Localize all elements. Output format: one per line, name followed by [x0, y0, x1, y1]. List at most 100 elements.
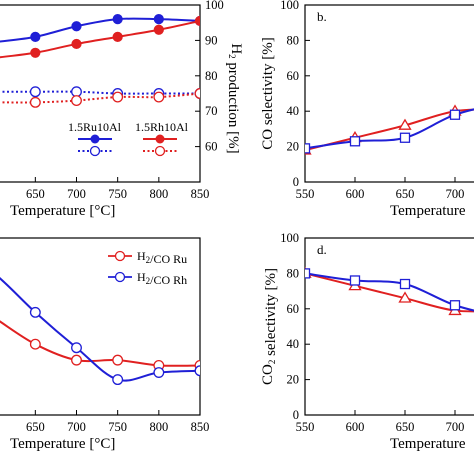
x-tick-label-b: 600 [346, 187, 365, 201]
y-tick-label-b: 100 [280, 0, 299, 12]
y-axis-label-d: CO2 selectivity [%] [260, 268, 279, 385]
x-axis-label-a: Temperature [°C] [10, 203, 115, 219]
x-axis-label-d: Temperature [390, 436, 466, 452]
legend-marker-ru-solid [90, 134, 100, 144]
x-tick-label-b: 650 [396, 187, 415, 201]
legend-marker-rh-solid [155, 134, 165, 144]
data-point-c-0 [112, 354, 124, 366]
data-point-c-1 [112, 374, 124, 386]
series-group-b [305, 104, 474, 155]
x-tick-label-d: 600 [346, 420, 365, 434]
plot-frame-b [304, 4, 474, 183]
y-tick-label-d: 60 [287, 302, 300, 316]
y-tick-right-label-a: 100 [205, 0, 224, 12]
panel-label-d: d. [317, 242, 327, 257]
y-tick-right-label-a: 90 [205, 33, 218, 47]
y-tick-label-b: 20 [287, 140, 300, 154]
x-tick-label-c: 850 [191, 420, 210, 434]
y-tick-label-d: 20 [287, 373, 300, 387]
x-tick-label-d: 650 [396, 420, 415, 434]
x-tick-label-d: 550 [296, 420, 315, 434]
data-point-a-1 [153, 24, 164, 35]
panel-label-b: b. [317, 9, 327, 24]
y-axis-label-b: CO selectivity [%] [260, 37, 276, 149]
data-point-a-1 [112, 31, 123, 42]
series-group-a [0, 14, 200, 108]
data-point-d-1 [305, 268, 311, 279]
data-point-c-1 [71, 342, 82, 354]
y-tick-right-label-a: 80 [205, 69, 218, 83]
data-point-c-1 [194, 365, 200, 377]
data-point-a-0 [112, 14, 123, 25]
data-point-a-3 [29, 96, 41, 108]
legend-label-rh: 1.5Rh10Al [135, 120, 189, 134]
data-point-a-3 [194, 88, 200, 99]
data-point-c-0 [71, 354, 82, 366]
legend-marker-c-rh [114, 271, 126, 283]
y-tick-right-label-a: 70 [205, 104, 218, 118]
data-point-a-2 [71, 86, 82, 98]
data-point-b-1 [449, 109, 461, 120]
legend-marker-ru-dotted [89, 145, 101, 157]
data-point-d-1 [399, 278, 411, 290]
x-tick-label-d: 700 [446, 420, 465, 434]
x-tick-label-c: 700 [67, 420, 86, 434]
x-tick-label-a: 700 [67, 187, 86, 201]
data-point-a-3 [112, 91, 124, 103]
series-line-c-0 [0, 320, 200, 367]
series-line-a-0 [0, 17, 200, 43]
data-point-c-1 [29, 306, 41, 318]
legend-label-ru: 1.5Ru10Al [68, 120, 122, 134]
x-axis-label-b: Temperature [390, 203, 466, 219]
data-point-a-1 [30, 47, 41, 58]
legend-label-c-ru: H2/CO Ru [137, 249, 187, 266]
series-line-a-1 [0, 19, 200, 59]
y-axis-right-label-a: H2 production [%] [225, 43, 244, 153]
data-point-a-3 [153, 91, 165, 103]
data-point-d-0 [398, 291, 412, 303]
y-tick-label-d: 100 [280, 231, 299, 245]
legend-marker-c-ru [114, 250, 126, 262]
data-point-b-0 [398, 118, 412, 130]
x-tick-label-a: 750 [108, 187, 127, 201]
x-tick-label-c: 750 [108, 420, 127, 434]
data-point-a-0 [30, 31, 41, 42]
series-line-b-1 [305, 108, 474, 150]
x-tick-label-c: 800 [149, 420, 168, 434]
data-point-b-1 [399, 132, 411, 143]
y-tick-right-label-a: 60 [205, 140, 218, 154]
data-point-b-1 [305, 143, 311, 154]
legend-label-c-rh: H2/CO Rh [137, 270, 187, 287]
series-line-d-0 [305, 272, 474, 313]
x-tick-label-a: 650 [26, 187, 45, 201]
data-point-a-0 [71, 21, 82, 32]
y-tick-label-b: 60 [287, 69, 300, 83]
data-point-c-1 [153, 367, 165, 378]
data-point-d-1 [449, 300, 461, 311]
data-point-a-1 [71, 38, 82, 50]
y-tick-label-d: 80 [287, 266, 300, 280]
y-tick-label-b: 80 [287, 33, 300, 47]
plot-frame-d [304, 237, 474, 416]
x-tick-label-a: 800 [149, 187, 168, 201]
series-line-a-3 [0, 92, 200, 104]
data-point-a-1 [194, 15, 200, 27]
series-group-c [0, 276, 200, 386]
x-tick-label-c: 650 [26, 420, 45, 434]
data-point-a-0 [153, 14, 164, 25]
x-tick-label-b: 700 [446, 187, 465, 201]
data-point-a-2 [29, 86, 41, 98]
data-point-c-0 [29, 338, 41, 350]
x-tick-label-a: 850 [191, 187, 210, 201]
data-point-a-3 [71, 95, 82, 107]
x-axis-label-c: Temperature [°C] [10, 436, 115, 452]
series-group-d [305, 266, 474, 316]
legend-marker-rh-dotted [154, 145, 166, 157]
x-tick-label-b: 550 [296, 187, 315, 201]
y-tick-label-b: 40 [287, 104, 300, 118]
data-point-b-1 [349, 136, 361, 147]
y-tick-label-d: 40 [287, 337, 300, 351]
y-tick-label-b: 0 [293, 175, 299, 189]
data-point-d-1 [349, 275, 361, 286]
